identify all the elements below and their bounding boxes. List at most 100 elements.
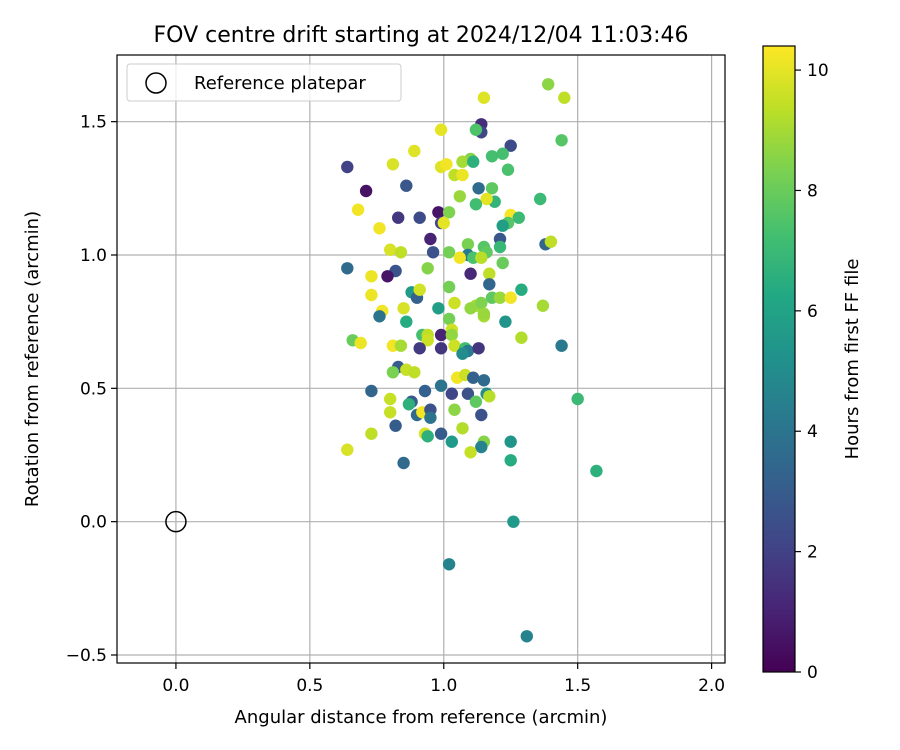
data-point: [464, 446, 477, 459]
data-point: [496, 256, 509, 270]
data-point: [504, 454, 517, 467]
data-point: [456, 347, 469, 360]
data-point: [365, 384, 378, 398]
data-point: [408, 366, 421, 379]
data-point: [475, 251, 488, 264]
data-point: [351, 203, 365, 216]
data-point: [381, 270, 394, 283]
data-point: [472, 182, 485, 195]
y-tick-label: 1.0: [80, 246, 107, 266]
data-point: [467, 371, 480, 384]
data-point: [434, 123, 448, 136]
data-point: [464, 267, 477, 280]
data-point: [493, 291, 507, 304]
y-tick-label: 1.5: [80, 113, 107, 133]
colorbar-tick-label: 4: [807, 422, 818, 442]
data-point: [402, 398, 416, 411]
data-point: [341, 262, 354, 275]
data-point: [434, 379, 448, 392]
data-point: [477, 91, 491, 104]
data-point: [424, 232, 437, 246]
data-point: [445, 328, 458, 342]
colorbar-ticks: 0 2 4 6 8 10: [795, 61, 829, 683]
data-point: [442, 312, 456, 326]
data-point: [507, 515, 520, 528]
colorbar-tick-label: 6: [807, 302, 818, 322]
data-point: [456, 422, 469, 435]
data-point: [483, 390, 496, 403]
colorbar-tick-label: 8: [807, 181, 818, 201]
data-point: [536, 299, 550, 312]
data-point: [386, 158, 400, 171]
x-tick-label: 0.0: [162, 676, 189, 696]
data-point: [515, 331, 528, 344]
data-point: [421, 430, 434, 443]
data-point: [461, 387, 475, 400]
data-point: [394, 246, 408, 259]
data-point: [558, 91, 571, 104]
colorbar-tick-label: 2: [807, 543, 818, 563]
data-point: [483, 267, 496, 280]
data-point: [590, 464, 603, 478]
grid-lines: [117, 55, 725, 663]
colorbar-tick-label: 0: [807, 663, 818, 683]
data-point: [400, 179, 413, 192]
data-point: [461, 238, 475, 251]
data-point: [434, 328, 448, 342]
legend-label-reference-platepar: Reference platepar: [194, 73, 366, 94]
x-tick-label: 2.0: [698, 676, 725, 696]
data-point: [555, 339, 568, 352]
data-point: [384, 392, 397, 406]
data-point: [418, 384, 432, 398]
chart-title: FOV centre drift starting at 2024/12/04 …: [154, 23, 689, 48]
data-point: [493, 240, 507, 254]
data-point: [534, 192, 547, 206]
data-point: [448, 339, 461, 352]
data-point: [413, 283, 426, 296]
data-point: [442, 280, 456, 294]
data-point: [496, 219, 509, 232]
data-point: [448, 296, 461, 310]
data-point: [475, 440, 488, 454]
data-point: [341, 160, 354, 174]
data-point: [504, 291, 517, 304]
data-point: [445, 435, 458, 448]
data-point: [365, 270, 378, 283]
data-point: [501, 163, 515, 176]
data-point: [424, 411, 437, 424]
data-point: [365, 288, 378, 302]
data-point: [485, 182, 499, 195]
data-point: [432, 206, 445, 219]
reference-platepar-marker: [165, 510, 187, 533]
data-point: [413, 211, 426, 224]
y-tick-label: 0.0: [80, 513, 107, 533]
data-point: [354, 336, 367, 350]
data-point: [421, 262, 434, 275]
data-point: [445, 387, 458, 400]
x-tick-label: 0.5: [296, 676, 323, 696]
data-point: [453, 190, 466, 203]
data-point: [434, 427, 448, 440]
data-points: [341, 78, 603, 643]
y-tick-label: 0.5: [80, 379, 107, 399]
data-point: [477, 374, 491, 387]
data-point: [386, 366, 400, 379]
data-point: [469, 123, 483, 136]
data-point: [408, 144, 421, 158]
data-point: [426, 246, 440, 259]
data-point: [442, 246, 456, 259]
data-point: [464, 302, 477, 315]
data-point: [373, 310, 386, 323]
legend-reference-marker: [145, 72, 167, 94]
colorbar-gradient: [762, 45, 796, 673]
data-point: [400, 315, 413, 328]
data-point: [571, 392, 584, 406]
data-point: [499, 315, 512, 328]
data-point: [469, 395, 483, 408]
data-point: [432, 302, 445, 315]
colorbar-tick-label: 10: [807, 61, 829, 81]
y-axis-label: Rotation from reference (arcmin): [22, 211, 43, 507]
data-point: [456, 168, 469, 182]
data-point: [496, 147, 509, 160]
